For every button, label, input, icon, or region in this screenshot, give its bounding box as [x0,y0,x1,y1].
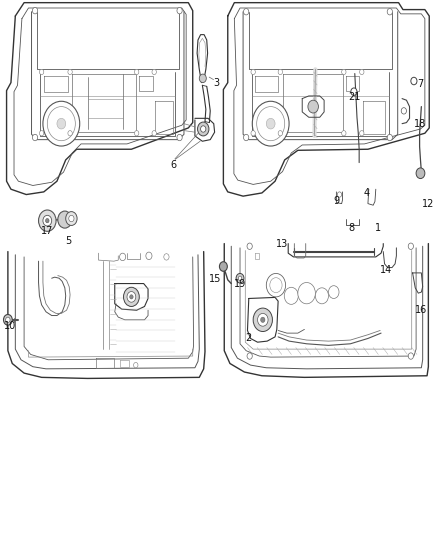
Circle shape [253,308,272,332]
Circle shape [58,211,72,228]
Circle shape [164,254,169,260]
Text: 16: 16 [415,305,427,315]
Circle shape [328,286,339,298]
Circle shape [247,353,252,359]
Circle shape [6,317,10,322]
Circle shape [251,69,255,75]
Circle shape [177,134,182,141]
Circle shape [177,7,182,14]
Circle shape [360,69,364,75]
Circle shape [124,287,139,306]
Circle shape [251,131,255,136]
Circle shape [130,295,133,299]
Circle shape [408,243,413,249]
Circle shape [46,219,49,223]
Text: 21: 21 [349,92,361,102]
Circle shape [387,134,392,141]
Text: 17: 17 [41,226,53,236]
Circle shape [39,69,44,75]
Circle shape [278,69,283,75]
Circle shape [69,215,74,222]
Circle shape [270,278,282,293]
Circle shape [278,131,283,136]
Circle shape [261,317,265,322]
Text: 14: 14 [380,265,392,275]
Text: 3: 3 [214,78,220,87]
Circle shape [337,192,342,197]
Circle shape [152,69,156,75]
Text: 4: 4 [364,189,370,198]
Text: 13: 13 [276,239,289,248]
Circle shape [238,276,242,280]
Circle shape [134,69,139,75]
Circle shape [134,131,139,136]
Circle shape [68,131,72,136]
Circle shape [298,282,315,304]
Circle shape [39,131,44,136]
Circle shape [43,101,80,146]
Circle shape [134,362,138,368]
Circle shape [127,292,136,302]
Circle shape [416,168,425,179]
Text: 18: 18 [414,119,427,128]
Text: 2: 2 [246,334,252,343]
Text: 10: 10 [4,321,16,331]
Circle shape [284,287,298,304]
Circle shape [258,313,268,326]
Circle shape [219,262,227,271]
Circle shape [244,134,249,141]
Circle shape [47,107,75,141]
Circle shape [401,108,406,114]
Circle shape [351,88,357,95]
Circle shape [4,314,12,325]
Circle shape [342,131,346,136]
Text: 9: 9 [333,197,339,206]
Text: 5: 5 [65,237,71,246]
Circle shape [32,7,38,14]
Circle shape [57,118,66,129]
Circle shape [146,252,152,260]
Text: 12: 12 [422,199,434,208]
Circle shape [257,107,285,141]
Text: 19: 19 [234,279,246,288]
Circle shape [43,215,52,226]
Circle shape [411,77,417,85]
Circle shape [342,69,346,75]
Text: 6: 6 [170,160,176,170]
Circle shape [39,210,56,231]
Circle shape [152,131,156,136]
Circle shape [266,273,286,297]
Text: 8: 8 [348,223,354,232]
Circle shape [236,273,244,283]
Circle shape [66,212,77,225]
Circle shape [68,69,72,75]
Circle shape [201,126,206,132]
Circle shape [247,243,252,249]
Circle shape [408,353,413,359]
Circle shape [199,74,206,83]
Circle shape [266,118,275,129]
Text: 15: 15 [209,274,222,284]
Circle shape [32,134,38,141]
Circle shape [360,131,364,136]
Text: 1: 1 [374,223,381,232]
Text: 7: 7 [417,79,424,89]
Circle shape [252,101,289,146]
Circle shape [308,100,318,113]
Circle shape [315,288,328,304]
Circle shape [387,9,392,15]
Circle shape [198,122,209,136]
Circle shape [120,253,126,261]
Circle shape [244,9,249,15]
